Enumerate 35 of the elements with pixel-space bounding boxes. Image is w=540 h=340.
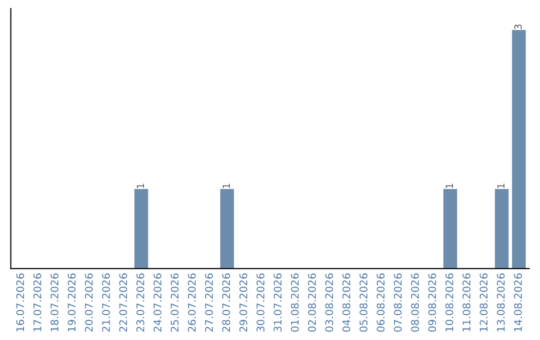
x-tick-label: 28.07.2026 [222, 273, 230, 332]
x-tick-label: 16.07.2026 [16, 273, 24, 332]
x-tick-label: 10.08.2026 [445, 273, 454, 332]
x-tick-label: 27.07.2026 [205, 273, 213, 332]
x-tick-label: 24.07.2026 [154, 273, 162, 332]
data-label: 3 [514, 24, 522, 30]
data-label: 1 [446, 184, 453, 188]
x-tick-label: 21.07.2026 [102, 273, 110, 332]
x-tick-label: 07.08.2026 [394, 273, 402, 332]
x-tick-label: 18.07.2026 [50, 273, 58, 332]
x-tick-label: 29.07.2026 [239, 273, 248, 332]
data-label: 1 [497, 184, 504, 188]
x-tick-label: 17.07.2026 [33, 273, 42, 332]
x-tick-label: 23.07.2026 [136, 273, 144, 332]
x-tick-label: 25.07.2026 [170, 273, 179, 332]
x-tick-label: 05.08.2026 [360, 273, 368, 332]
x-tick-label: 02.08.2026 [308, 273, 316, 332]
x-tick-label: 13.08.2026 [496, 273, 505, 332]
data-label: 1 [136, 184, 144, 188]
x-tick-label: 01.08.2026 [290, 273, 299, 332]
data-label: 1 [222, 184, 230, 188]
x-tick-label: 20.07.2026 [84, 273, 93, 332]
x-tick-label: 03.08.2026 [325, 273, 334, 332]
x-tick-label: 14.08.2026 [514, 273, 522, 332]
x-tick-label: 31.07.2026 [274, 273, 282, 332]
x-tick-label: 04.08.2026 [342, 273, 350, 332]
x-tick-label: 08.08.2026 [411, 273, 419, 332]
x-tick-label: 26.07.2026 [188, 273, 196, 332]
x-tick-label: 30.07.2026 [256, 273, 264, 332]
x-tick-label: 09.08.2026 [428, 273, 436, 332]
x-tick-label: 12.08.2026 [480, 273, 488, 332]
x-tick-label: 22.07.2026 [119, 273, 128, 332]
x-tick-label: 06.08.2026 [376, 273, 385, 332]
x-tick-label: 11.08.2026 [462, 273, 470, 332]
x-tick-label: 19.07.2026 [68, 273, 76, 332]
